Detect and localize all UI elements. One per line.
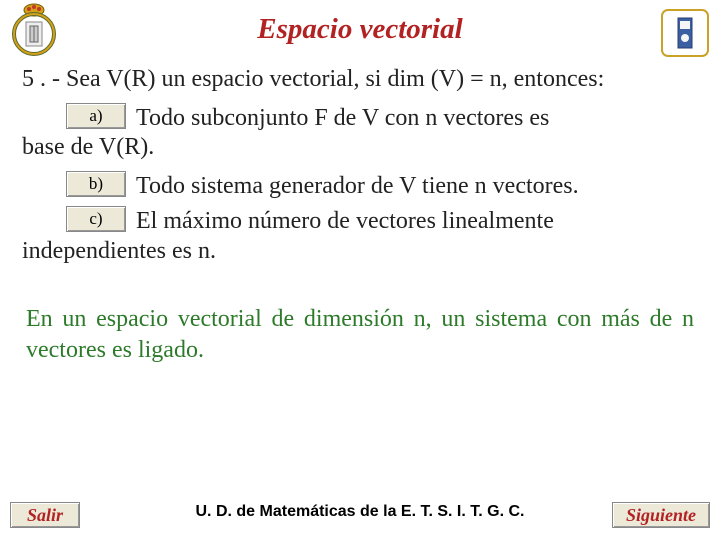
option-text-c: El máximo número de vectores linealmente bbox=[136, 206, 698, 237]
option-text-c-cont: independientes es n. bbox=[22, 236, 698, 267]
option-row-c: c) El máximo número de vectores linealme… bbox=[22, 206, 698, 237]
option-button-c[interactable]: c) bbox=[66, 206, 126, 232]
answer-text: En un espacio vectorial de dimensión n, … bbox=[22, 274, 698, 365]
option-text-a: Todo subconjunto F de V con n vectores e… bbox=[136, 103, 698, 134]
page-title: Espacio vectorial bbox=[257, 13, 462, 46]
institution-crest-left-icon bbox=[6, 0, 62, 56]
question-intro: 5 . - Sea V(R) un espacio vectorial, si … bbox=[22, 64, 698, 95]
option-row-a: a) Todo subconjunto F de V con n vectore… bbox=[22, 103, 698, 134]
header: Espacio vectorial bbox=[0, 0, 720, 58]
option-text-a-cont: base de V(R). bbox=[22, 132, 698, 163]
option-text-b: Todo sistema generador de V tiene n vect… bbox=[136, 171, 698, 202]
next-button[interactable]: Siguiente bbox=[612, 502, 710, 528]
content-area: 5 . - Sea V(R) un espacio vectorial, si … bbox=[0, 58, 720, 366]
option-button-a[interactable]: a) bbox=[66, 103, 126, 129]
option-button-b[interactable]: b) bbox=[66, 171, 126, 197]
institution-crest-right-icon bbox=[660, 4, 710, 60]
footer-text: U. D. de Matemáticas de la E. T. S. I. T… bbox=[196, 503, 525, 521]
option-row-b: b) Todo sistema generador de V tiene n v… bbox=[22, 171, 698, 202]
